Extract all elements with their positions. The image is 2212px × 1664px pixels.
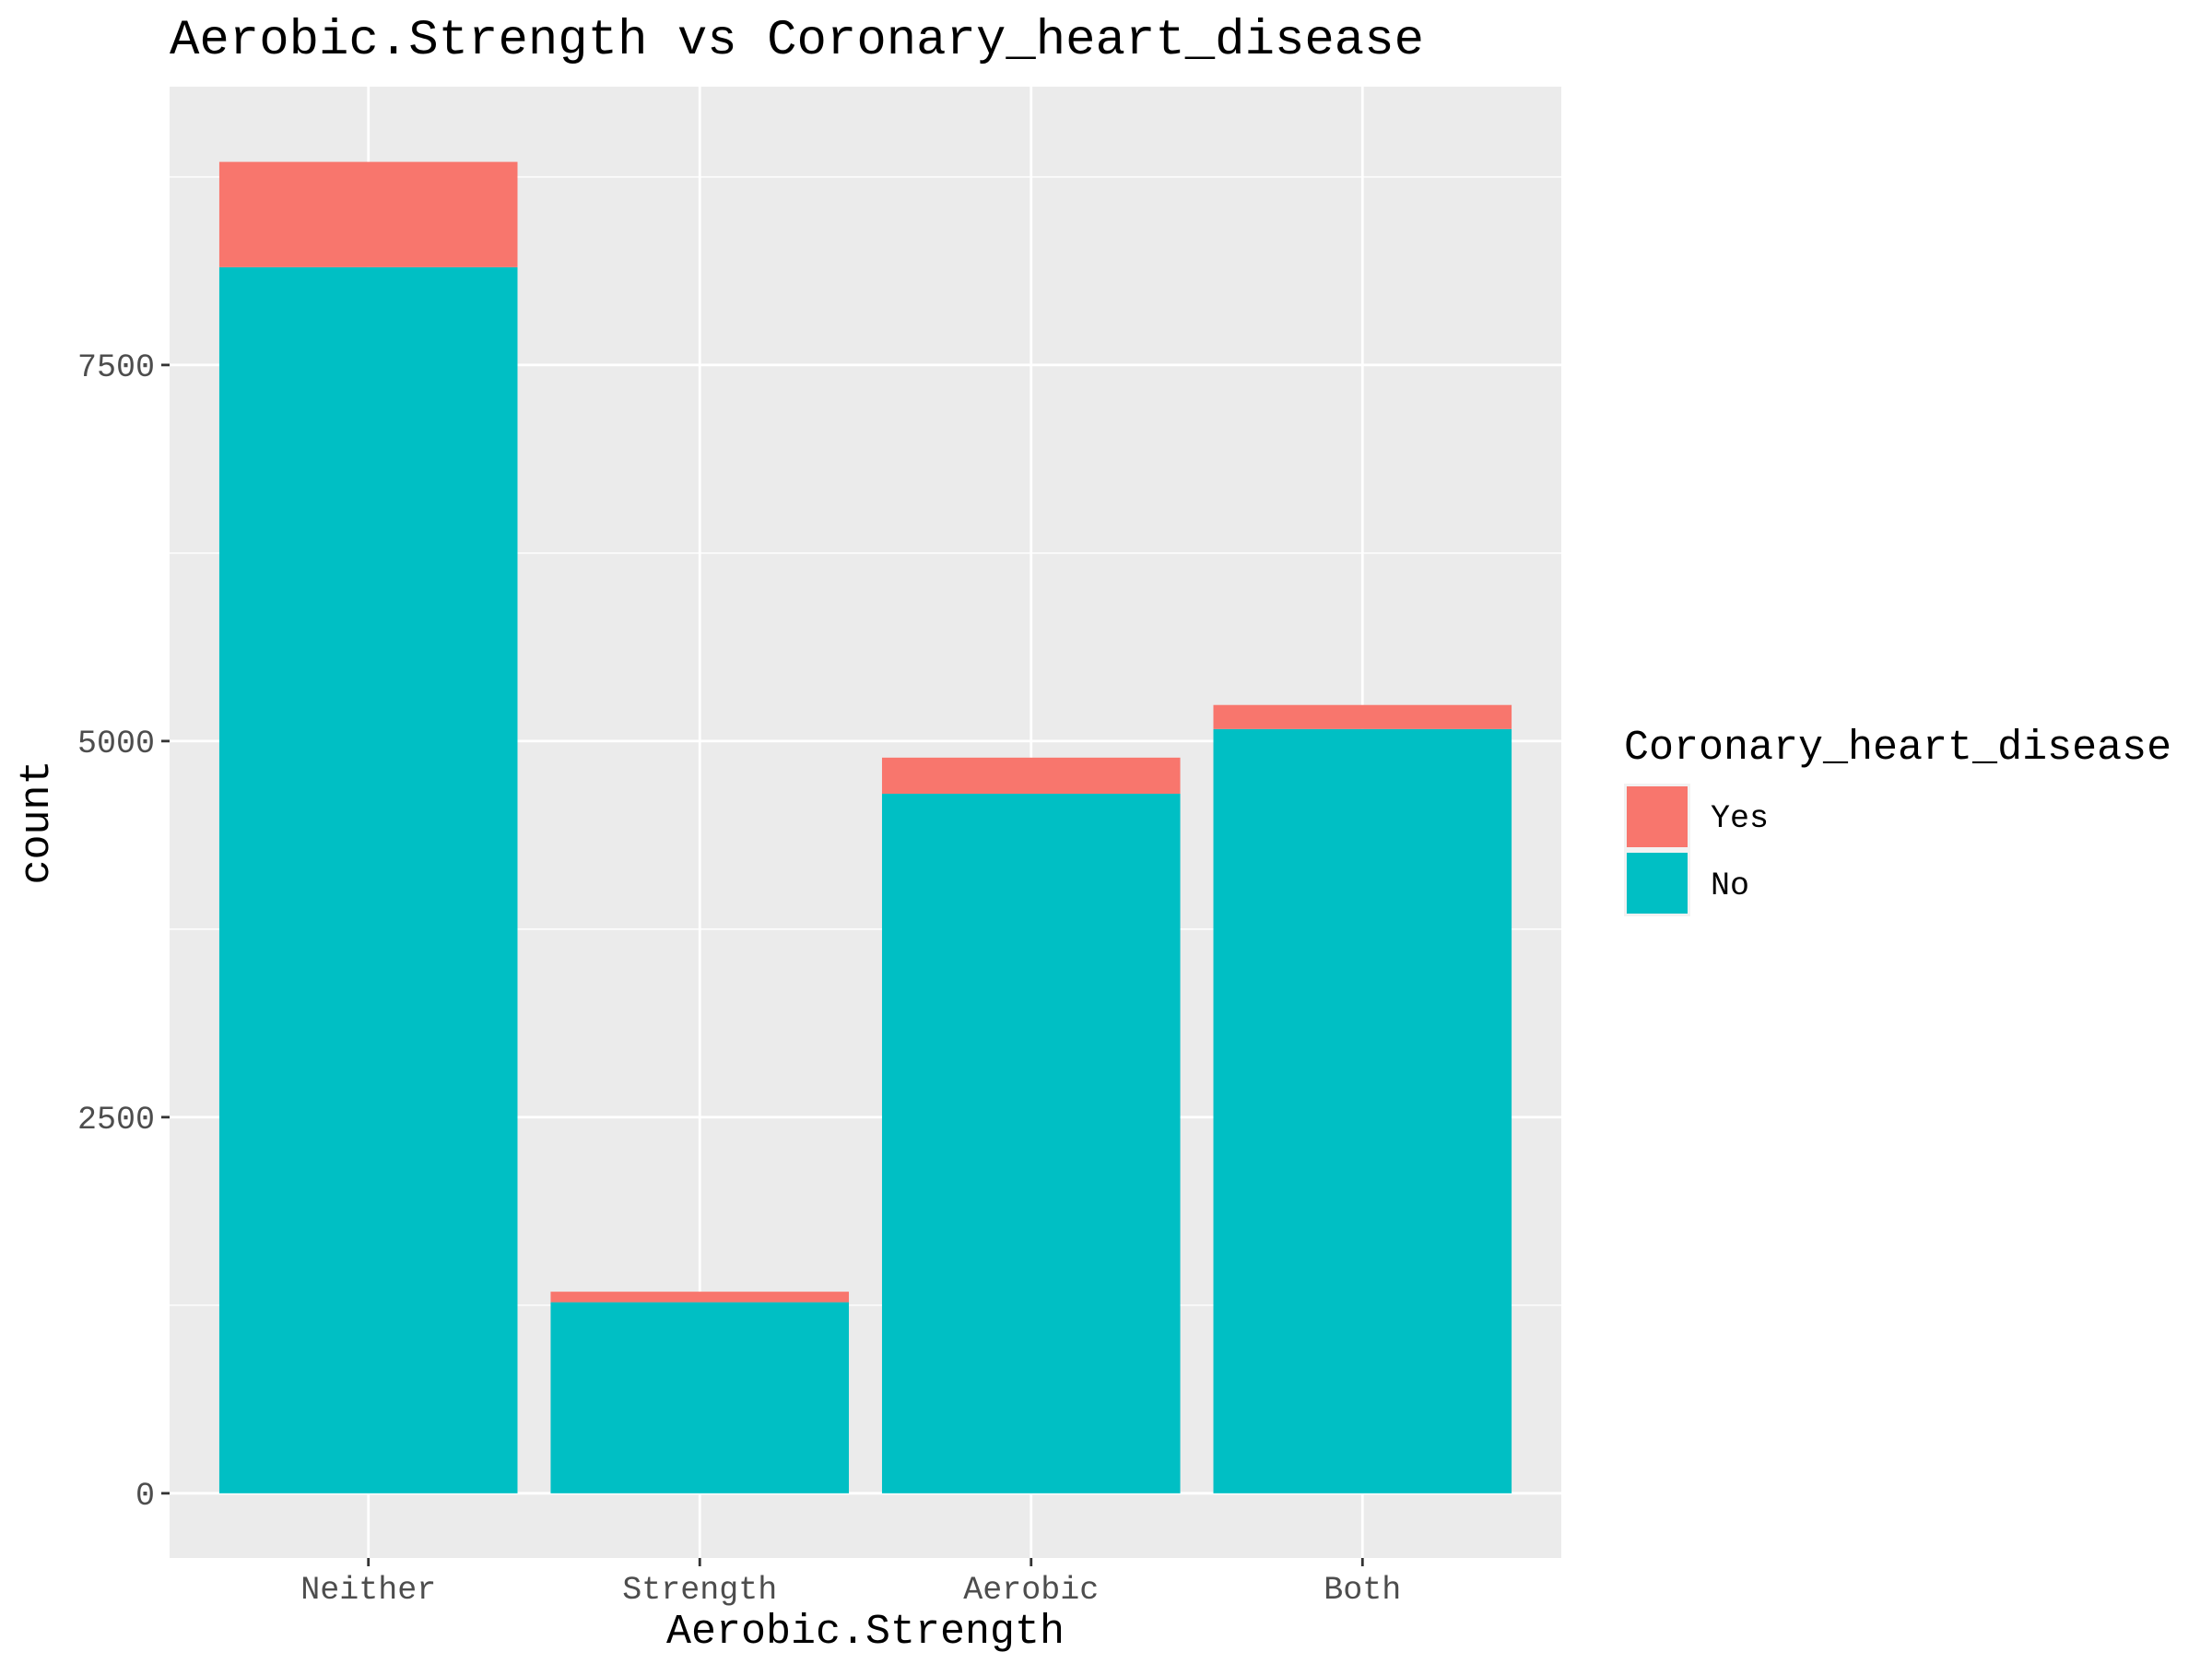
x-tick-label: Both [1324, 1572, 1401, 1609]
y-axis: 0 2500 5000 7500 [77, 349, 170, 1515]
legend-swatch-yes [1627, 786, 1688, 847]
x-axis: Neither Strength Aerobic Both [300, 1558, 1401, 1609]
bar-neither-no [218, 266, 518, 1493]
legend-label-no: No [1711, 867, 1749, 904]
y-tick-label: 7500 [77, 349, 155, 386]
y-tick-label: 2500 [77, 1102, 155, 1139]
bars [218, 161, 1512, 1493]
y-axis-title: count [14, 760, 61, 884]
bar-strength-yes [550, 1292, 850, 1303]
bar-aerobic-no [881, 793, 1181, 1493]
chart-title: Aerobic.Strength vs Coronary_heart_disea… [170, 13, 1424, 69]
legend-title: Coronary_heart_disease [1624, 725, 2171, 772]
bar-neither-yes [218, 161, 518, 267]
y-tick-label: 0 [135, 1478, 155, 1515]
x-tick-label: Neither [300, 1572, 436, 1609]
y-tick-label: 5000 [77, 726, 155, 762]
legend-label-yes: Yes [1711, 800, 1769, 837]
bar-strength-no [550, 1302, 850, 1493]
x-tick-label: Strength [622, 1572, 777, 1609]
bar-aerobic-yes [881, 757, 1181, 794]
x-tick-label: Aerobic [963, 1572, 1099, 1609]
legend-swatch-no [1627, 853, 1688, 914]
legend: Coronary_heart_disease Yes No [1624, 725, 2171, 916]
x-axis-title: Aerobic.Strength [666, 1609, 1065, 1656]
bar-both-yes [1213, 704, 1512, 729]
bar-both-no [1213, 728, 1512, 1493]
